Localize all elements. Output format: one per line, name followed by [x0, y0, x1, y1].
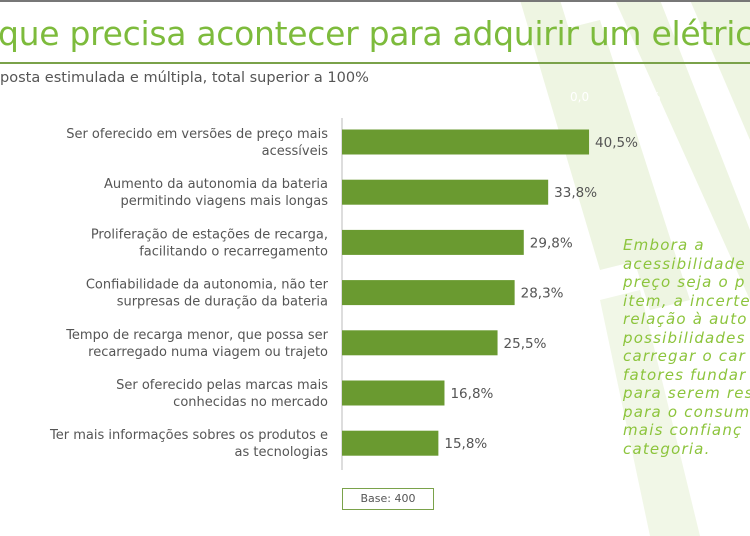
- category-label: conhecidas no mercado: [173, 395, 328, 410]
- category-label: Proliferação de estações de recarga,: [91, 227, 328, 242]
- bar: [342, 280, 515, 306]
- top-border: [0, 0, 750, 2]
- category-label: recarregado numa viagem ou trajeto: [88, 345, 328, 360]
- category-label: Ser oferecido pelas marcas mais: [116, 378, 328, 393]
- insight-note: Embora a acessibilidade preço seja o p i…: [623, 236, 750, 458]
- page-title: que precisa acontecer para adquirir um e…: [0, 14, 750, 53]
- bar: [342, 179, 549, 205]
- bar: [342, 430, 439, 456]
- title-divider: [0, 62, 750, 64]
- category-label: Confiabilidade da autonomia, não ter: [86, 278, 329, 293]
- data-label: 29,8%: [530, 235, 573, 251]
- subtitle: posta estimulada e múltipla, total super…: [0, 70, 369, 86]
- ghost-label: 0,0: [570, 90, 590, 104]
- base-label: Base: 400: [342, 488, 434, 510]
- bar: [342, 380, 445, 406]
- category-label: as tecnologias: [235, 445, 329, 460]
- category-label: acessíveis: [262, 144, 329, 159]
- ghost-label: 0%: [530, 90, 550, 104]
- bar: [342, 330, 498, 356]
- data-label: 33,8%: [554, 185, 597, 201]
- category-label: Ser oferecido em versões de preço mais: [66, 127, 328, 142]
- ghost-label: 0,0%: [630, 90, 661, 104]
- category-label: facilitando o recarregamento: [139, 244, 328, 259]
- data-label: 28,3%: [521, 286, 564, 302]
- data-label: 16,8%: [450, 386, 493, 402]
- bar: [342, 129, 590, 155]
- category-label: Ter mais informações sobres os produtos …: [49, 428, 328, 443]
- data-label: 15,8%: [444, 436, 487, 452]
- data-label: 40,5%: [595, 135, 638, 151]
- category-label: Aumento da autonomia da bateria: [104, 177, 328, 192]
- category-label: permitindo viagens mais longas: [120, 194, 328, 209]
- category-label: Tempo de recarga menor, que possa ser: [65, 328, 328, 343]
- category-label: surpresas de duração da bateria: [117, 295, 328, 310]
- bar: [342, 229, 524, 255]
- data-label: 25,5%: [504, 336, 547, 352]
